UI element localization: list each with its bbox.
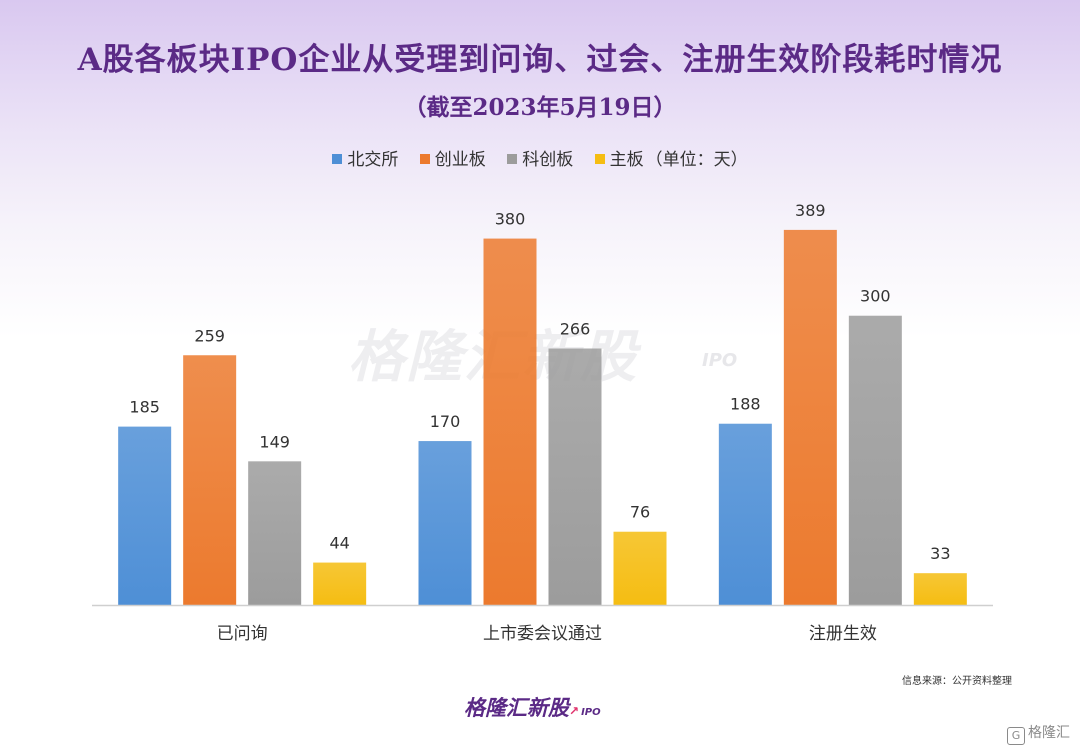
x-tick-label-2: 注册生效 [809,624,877,644]
data-label-kechuang-1: 266 [560,320,591,339]
brand-logo-text: 格隆汇新股 [464,696,569,720]
chart-title: A股各板块IPO企业从受理到问询、过会、注册生效阶段耗时情况 [77,42,1003,78]
legend-swatch-zhuban [594,154,605,164]
legend-label-kechuang: 科创板 [522,150,574,170]
bar-kechuang-0 [248,461,302,605]
data-label-chuangye-1: 380 [495,210,526,229]
x-tick-label-1: 上市委会议通过 [483,624,602,644]
corner-watermark: G 格隆汇 [1007,722,1070,745]
brand-logo: 格隆汇新股↗ IPO [464,692,601,722]
data-label-beijiao-0: 185 [129,398,160,417]
bar-beijiao-0 [118,426,172,605]
bar-zhuban-1 [613,531,667,605]
corner-watermark-text: 格隆汇 [1028,725,1070,741]
source-note: 信息来源：公开资料整理 [902,676,1012,687]
legend-item-zhuban: 主板 （单位：天） [594,145,748,170]
data-label-kechuang-0: 149 [259,432,290,451]
bar-kechuang-1 [548,348,602,605]
bar-chuangye-0 [183,355,237,605]
bar-zhuban-2 [913,573,967,605]
legend-swatch-kechuang [507,154,518,164]
x-tick-label-0: 已问询 [217,624,268,644]
data-label-zhuban-0: 44 [329,534,349,553]
bar-kechuang-2 [848,315,902,605]
data-label-zhuban-1: 76 [630,503,650,522]
watermark-sub: IPO [702,350,738,371]
bar-chuangye-1 [483,238,537,606]
bar-chuangye-2 [783,229,837,605]
data-label-chuangye-2: 389 [795,201,826,220]
chart-subtitle: （截至2023年5月19日） [403,94,677,121]
data-label-beijiao-2: 188 [730,395,761,414]
legend-item-chuangye: 创业板 [419,145,486,170]
legend-item-beijiao: 北交所 [332,145,398,170]
legend-item-kechuang: 科创板 [507,145,573,170]
brand-logo-sub: IPO [581,707,601,718]
bar-beijiao-2 [718,423,772,605]
data-label-beijiao-1: 170 [430,412,461,431]
legend-swatch-beijiao [332,154,343,164]
legend-unit-note: （单位：天） [645,150,748,170]
data-label-chuangye-0: 259 [194,326,225,345]
chart-legend: 北交所 创业板 科创板 主板 （单位：天） [0,145,1080,170]
brand-g-icon: G [1007,727,1025,745]
legend-label-zhuban: 主板 [609,150,644,170]
legend-swatch-chuangye [419,154,430,164]
bar-beijiao-1 [418,441,472,605]
bar-zhuban-0 [313,562,367,605]
legend-label-beijiao: 北交所 [347,150,399,170]
trend-arrow-icon: ↗ [569,704,580,718]
data-label-kechuang-2: 300 [860,287,891,306]
data-label-zhuban-2: 33 [930,544,950,563]
legend-label-chuangye: 创业板 [434,150,486,170]
